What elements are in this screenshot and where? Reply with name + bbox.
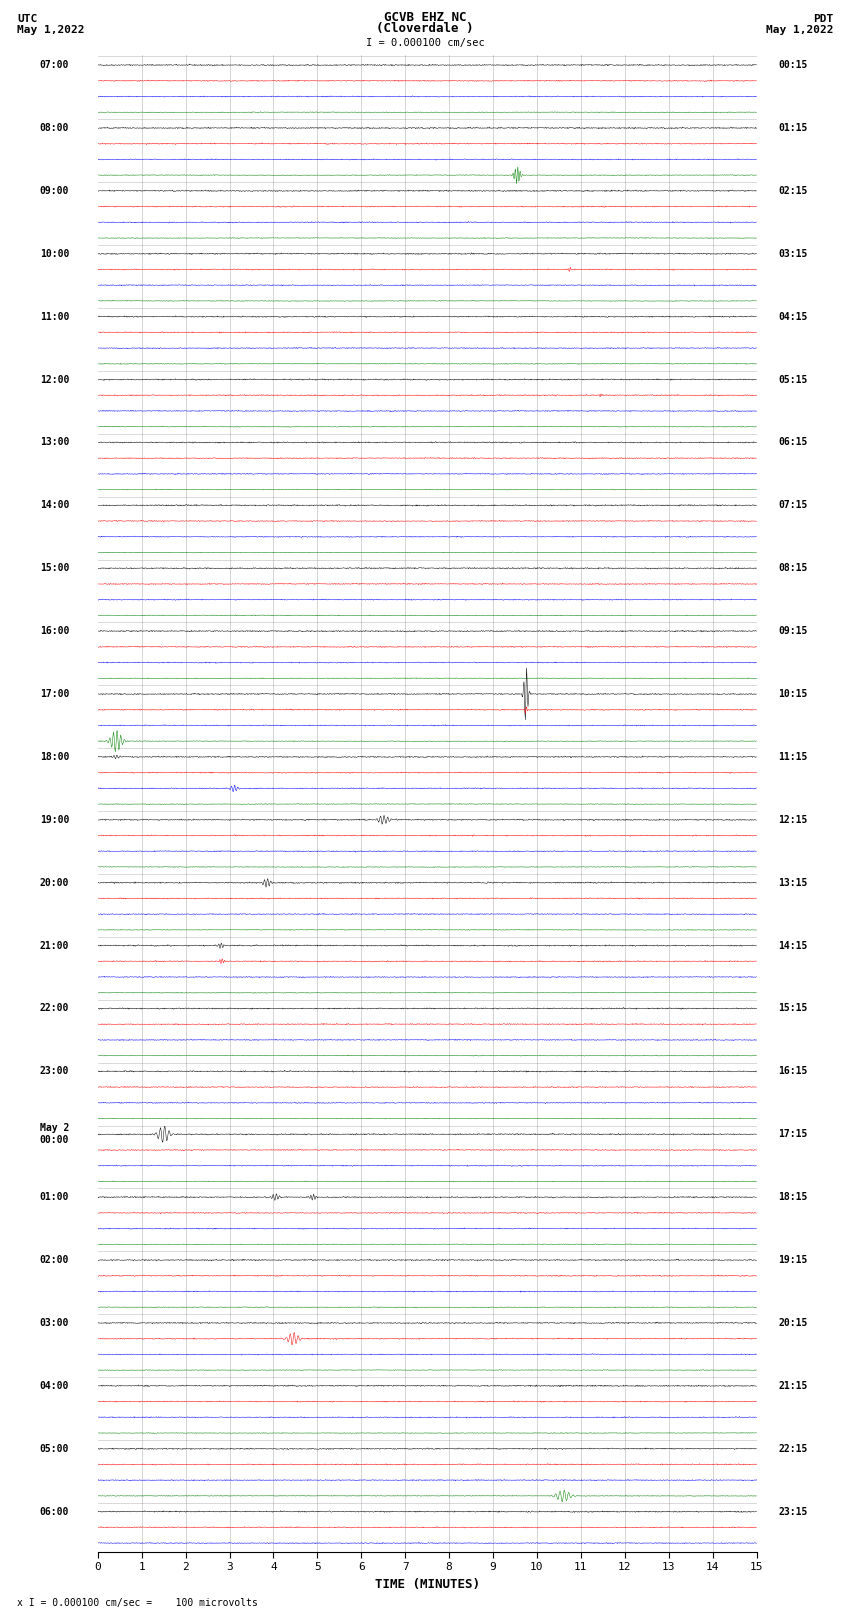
Text: 05:00: 05:00 (40, 1444, 69, 1453)
Text: 18:15: 18:15 (779, 1192, 808, 1202)
Text: 04:00: 04:00 (40, 1381, 69, 1390)
Text: 06:15: 06:15 (779, 437, 808, 447)
Text: 03:15: 03:15 (779, 248, 808, 258)
Text: 13:15: 13:15 (779, 877, 808, 887)
Text: 08:15: 08:15 (779, 563, 808, 573)
Text: 12:00: 12:00 (40, 374, 69, 384)
Text: (Cloverdale ): (Cloverdale ) (377, 23, 473, 35)
Text: 07:00: 07:00 (40, 60, 69, 69)
Text: 23:15: 23:15 (779, 1507, 808, 1516)
Text: 19:00: 19:00 (40, 815, 69, 824)
Text: 14:00: 14:00 (40, 500, 69, 510)
Text: 09:00: 09:00 (40, 185, 69, 195)
Text: 17:15: 17:15 (779, 1129, 808, 1139)
Text: 22:00: 22:00 (40, 1003, 69, 1013)
Text: 04:15: 04:15 (779, 311, 808, 321)
Text: 21:00: 21:00 (40, 940, 69, 950)
Text: 14:15: 14:15 (779, 940, 808, 950)
Text: 17:00: 17:00 (40, 689, 69, 698)
Text: 16:15: 16:15 (779, 1066, 808, 1076)
Text: 01:15: 01:15 (779, 123, 808, 132)
Text: 10:15: 10:15 (779, 689, 808, 698)
Text: 18:00: 18:00 (40, 752, 69, 761)
Text: 08:00: 08:00 (40, 123, 69, 132)
Text: 02:15: 02:15 (779, 185, 808, 195)
Text: 11:15: 11:15 (779, 752, 808, 761)
Text: 15:15: 15:15 (779, 1003, 808, 1013)
Text: May 1,2022: May 1,2022 (766, 26, 833, 35)
Text: 20:00: 20:00 (40, 877, 69, 887)
Text: 15:00: 15:00 (40, 563, 69, 573)
Text: 20:15: 20:15 (779, 1318, 808, 1327)
Text: 13:00: 13:00 (40, 437, 69, 447)
Text: 00:15: 00:15 (779, 60, 808, 69)
Text: 06:00: 06:00 (40, 1507, 69, 1516)
Text: 05:15: 05:15 (779, 374, 808, 384)
Text: 19:15: 19:15 (779, 1255, 808, 1265)
Text: May 2
00:00: May 2 00:00 (40, 1123, 69, 1145)
Text: 02:00: 02:00 (40, 1255, 69, 1265)
Text: 11:00: 11:00 (40, 311, 69, 321)
Text: 21:15: 21:15 (779, 1381, 808, 1390)
Text: May 1,2022: May 1,2022 (17, 26, 84, 35)
Text: 23:00: 23:00 (40, 1066, 69, 1076)
Text: 03:00: 03:00 (40, 1318, 69, 1327)
Text: 07:15: 07:15 (779, 500, 808, 510)
Text: 12:15: 12:15 (779, 815, 808, 824)
X-axis label: TIME (MINUTES): TIME (MINUTES) (375, 1578, 479, 1590)
Text: PDT: PDT (813, 15, 833, 24)
Text: 16:00: 16:00 (40, 626, 69, 636)
Text: x I = 0.000100 cm/sec =    100 microvolts: x I = 0.000100 cm/sec = 100 microvolts (17, 1598, 258, 1608)
Text: GCVB EHZ NC: GCVB EHZ NC (383, 11, 467, 24)
Text: 10:00: 10:00 (40, 248, 69, 258)
Text: UTC: UTC (17, 15, 37, 24)
Text: 01:00: 01:00 (40, 1192, 69, 1202)
Text: 09:15: 09:15 (779, 626, 808, 636)
Text: I = 0.000100 cm/sec: I = 0.000100 cm/sec (366, 39, 484, 48)
Text: 22:15: 22:15 (779, 1444, 808, 1453)
